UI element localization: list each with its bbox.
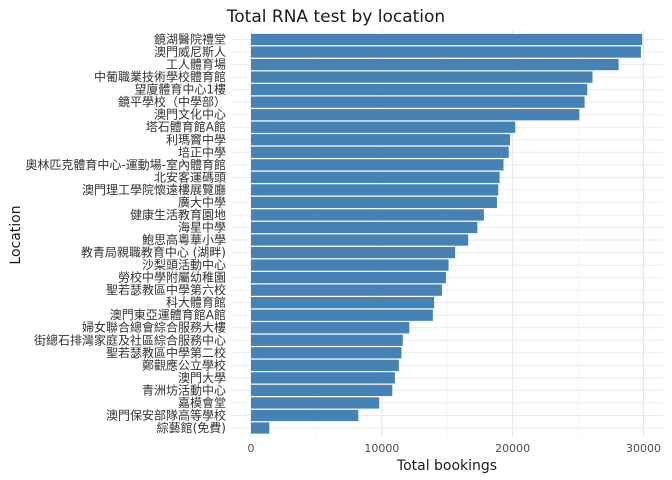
bar	[251, 259, 449, 271]
y-tick-label: 沙梨頭活動中心	[142, 257, 226, 272]
y-tick-label: 澳門文化中心	[154, 107, 226, 122]
x-tick-labels: 0 10000 20000 30000	[248, 442, 662, 455]
bar	[251, 297, 435, 309]
bar	[251, 134, 511, 146]
y-tick-label: 利瑪竇中學	[166, 132, 226, 147]
bar	[251, 246, 456, 259]
y-tick-label: 勞校中學附屬幼稚園	[118, 270, 226, 285]
y-tick-label: 嘉模會堂	[178, 396, 226, 410]
bar	[251, 121, 516, 133]
bar	[251, 359, 399, 371]
bar	[251, 234, 469, 246]
y-tick-label: 健康生活教育園地	[130, 207, 226, 222]
y-tick-label: 鮑思高粵華小學	[142, 232, 226, 247]
x-tick-label: 20000	[495, 442, 530, 455]
bar	[251, 33, 643, 46]
bar	[251, 96, 585, 108]
y-tick-label: 綜藝館(免費)	[157, 420, 226, 435]
y-tick-label: 婦女聯合總會綜合服務大樓	[82, 320, 226, 335]
y-tick-label: 澳門東亞運體育館A館	[110, 307, 226, 322]
y-tick-label: 澳門大學	[178, 371, 226, 385]
bar	[251, 347, 402, 359]
y-tick-label: 望廈體育中心1樓	[134, 82, 226, 97]
y-tick-label: 澳門保安部隊高等學校	[106, 407, 226, 422]
bar	[251, 221, 478, 234]
y-tick-label: 教青局親職教育中心 (湖畔)	[81, 245, 226, 260]
bar	[251, 209, 484, 221]
bar	[251, 109, 580, 121]
bar	[251, 271, 446, 284]
bars	[251, 33, 643, 434]
bar	[251, 334, 403, 346]
bar	[251, 83, 588, 96]
y-tick-labels: 鏡湖醫院禮堂澳門威尼斯人工人體育場中葡職業技術學校體育館望廈體育中心1樓鏡平學校…	[25, 32, 226, 436]
bar	[251, 71, 593, 83]
y-tick-label: 澳門威尼斯人	[154, 45, 226, 59]
y-tick-label: 工人體育場	[166, 57, 226, 72]
y-tick-label: 廣大中學	[178, 194, 226, 209]
bar	[251, 196, 497, 209]
x-tick-label: 0	[248, 442, 255, 455]
bar	[251, 409, 359, 422]
y-tick-label: 聖若瑟教區中學第六校	[106, 282, 226, 297]
y-tick-label: 青洲坊活動中心	[142, 382, 226, 397]
bar	[251, 322, 410, 334]
x-tick-label: 10000	[364, 442, 399, 455]
y-tick-label: 澳門理工學院懷遠樓展覽廳	[82, 182, 226, 197]
x-axis-title: Total bookings	[396, 458, 497, 474]
bar	[251, 422, 270, 434]
bar	[251, 58, 619, 71]
y-tick-label: 鏡平學校（中學部）	[118, 94, 226, 109]
y-tick-label: 科大體育館	[166, 295, 226, 310]
x-tick-label: 30000	[626, 442, 661, 455]
y-tick-label: 奧林匹克體育中心-運動場-室內體育館	[25, 157, 226, 172]
bar	[251, 284, 443, 296]
bar	[251, 146, 509, 158]
y-tick-label: 塔石體育館A館	[146, 119, 226, 134]
y-axis-title: Location	[8, 205, 24, 264]
bar	[251, 159, 504, 171]
bar	[251, 171, 500, 183]
y-tick-label: 中葡職業技術學校體育館	[94, 69, 226, 84]
y-tick-label: 鏡湖醫院禮堂	[154, 32, 226, 47]
y-tick-label: 鄭觀應公立學校	[142, 357, 226, 372]
chart-title: Total RNA test by location	[226, 7, 445, 27]
bar	[251, 184, 499, 196]
y-tick-label: 北安客運碼頭	[154, 169, 226, 184]
bar	[251, 384, 393, 397]
bar	[251, 397, 380, 409]
y-tick-label: 培正中學	[178, 144, 226, 159]
bar	[251, 309, 433, 321]
y-tick-label: 聖若瑟教區中學第二校	[106, 345, 226, 360]
bar	[251, 46, 641, 58]
y-tick-label: 海星中學	[178, 219, 226, 234]
y-tick-label: 街總石排灣家庭及社區綜合服務中心	[34, 332, 226, 347]
bar	[251, 372, 395, 384]
